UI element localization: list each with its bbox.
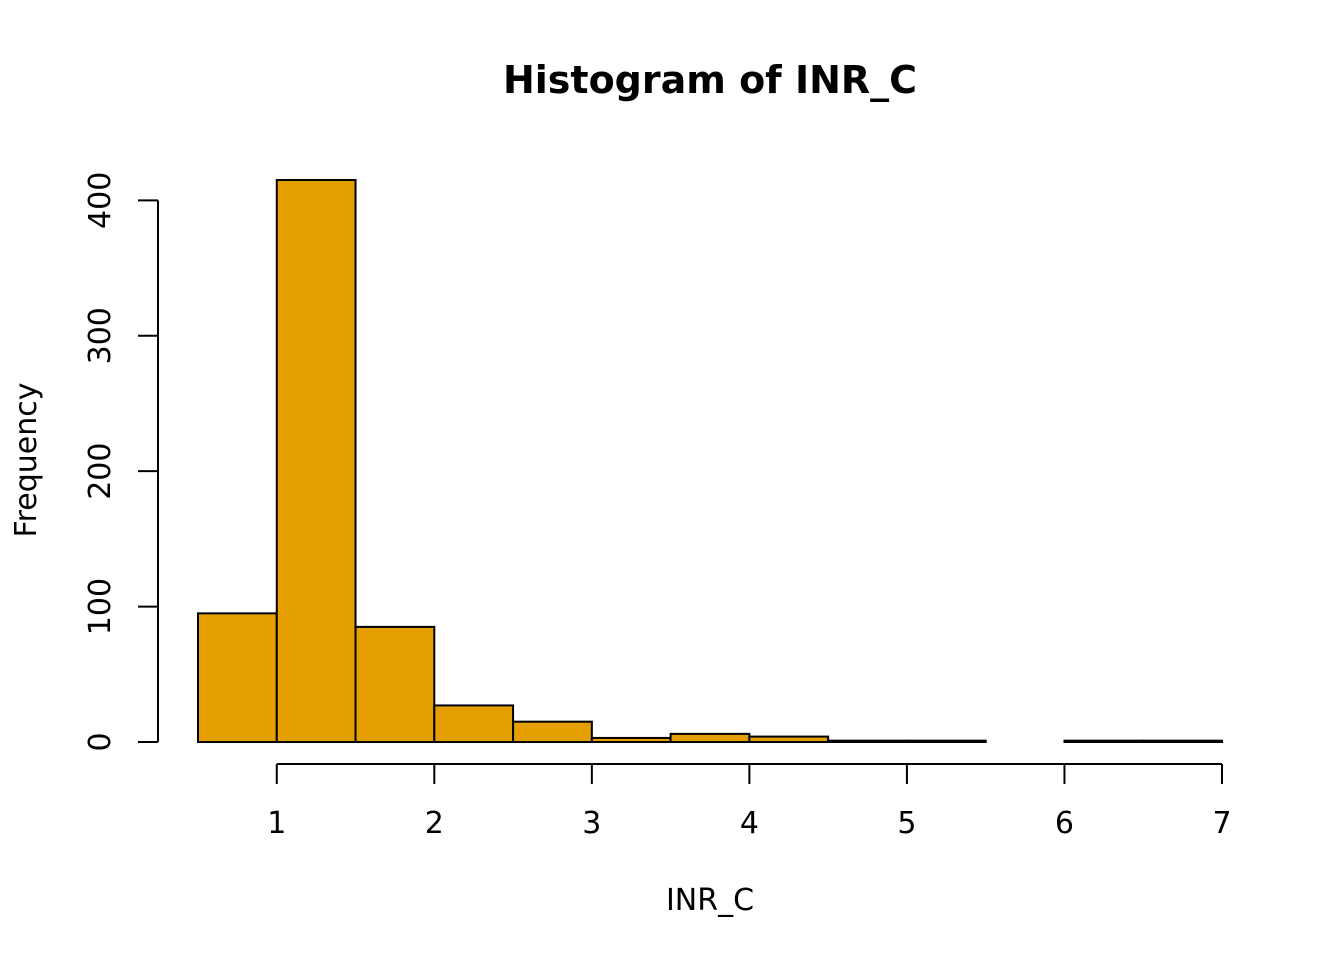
- x-tick-label: 6: [1055, 806, 1074, 841]
- histogram-bar: [1142, 739, 1223, 744]
- histogram-bar: [275, 179, 357, 743]
- x-tick-label: 3: [582, 806, 601, 841]
- chart-title: Histogram of INR_C: [503, 58, 917, 102]
- y-tick-label: 0: [83, 732, 118, 751]
- histogram-bar: [1063, 739, 1145, 744]
- histogram-bar: [748, 735, 830, 743]
- histogram-bar: [827, 739, 908, 744]
- histogram-bar: [197, 612, 278, 744]
- histogram-bar: [905, 739, 987, 744]
- y-tick-label: 200: [83, 443, 118, 500]
- y-tick-label: 400: [83, 172, 118, 229]
- y-axis-label: Frequency: [9, 383, 44, 538]
- histogram-bar: [669, 732, 751, 743]
- x-axis: 1 2 3 4 5 6 7: [267, 763, 1232, 841]
- histogram-bar: [590, 736, 672, 744]
- histogram-bar: [433, 704, 515, 744]
- y-tick-label: 100: [83, 578, 118, 635]
- x-tick-label: 5: [897, 806, 916, 841]
- histogram-bar: [354, 625, 436, 743]
- x-axis-label: INR_C: [666, 883, 754, 918]
- x-tick-label: 7: [1212, 806, 1231, 841]
- x-tick-label: 2: [425, 806, 444, 841]
- bars-group: [197, 179, 1223, 744]
- y-axis: 0 100 200 300 400: [83, 172, 159, 752]
- y-tick-label: 300: [83, 307, 118, 364]
- x-tick-label: 4: [740, 806, 759, 841]
- x-tick-label: 1: [267, 806, 286, 841]
- histogram-bar: [512, 720, 593, 744]
